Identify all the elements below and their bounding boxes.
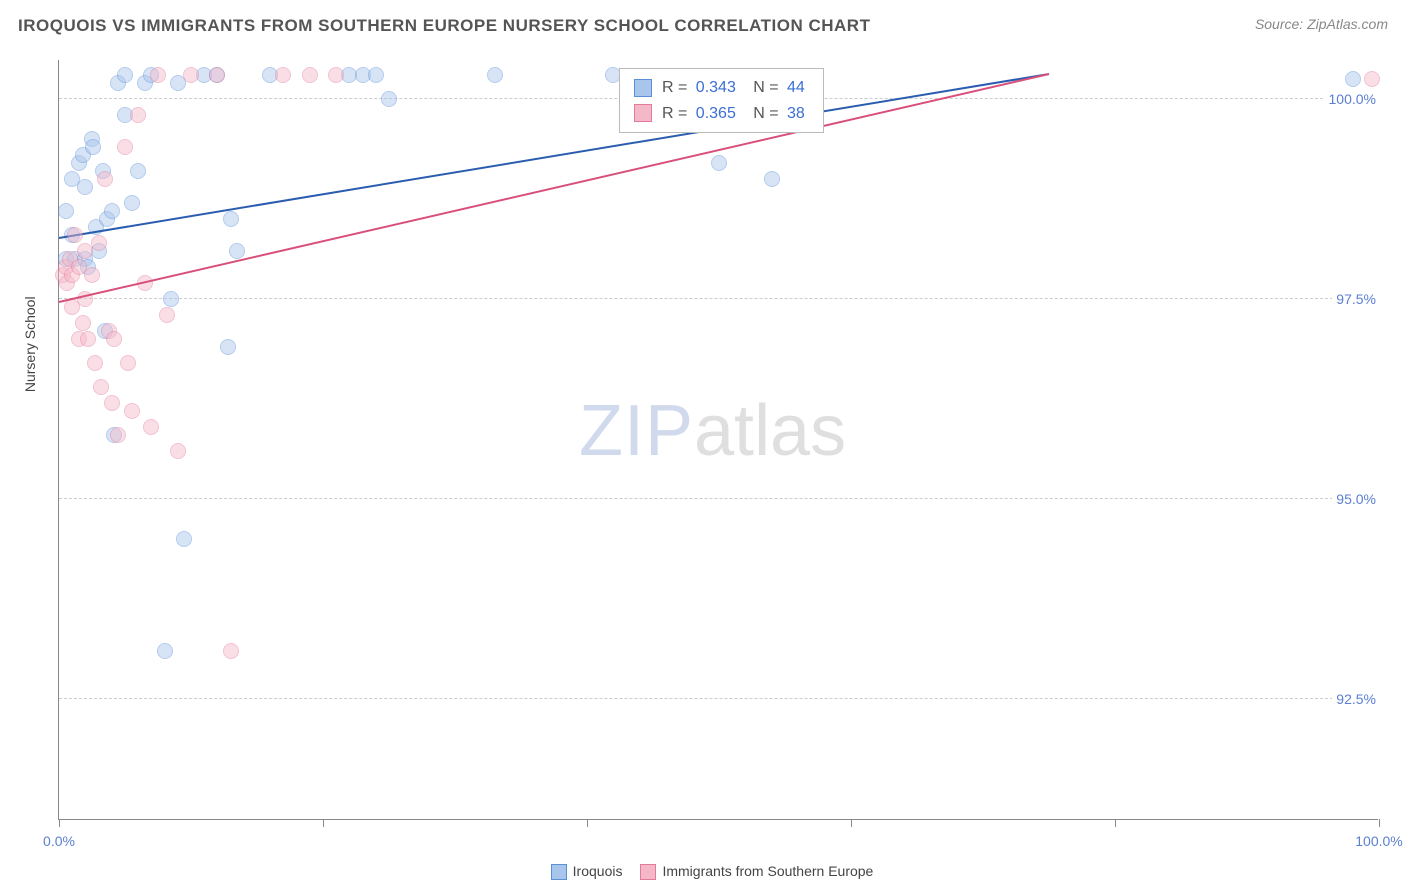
data-point [67, 227, 83, 243]
data-point [328, 67, 344, 83]
r-label: R = [662, 105, 687, 122]
data-point [176, 531, 192, 547]
source-label: Source: ZipAtlas.com [1255, 16, 1388, 32]
data-point [106, 331, 122, 347]
n-label: N = [753, 79, 778, 96]
data-point [77, 179, 93, 195]
correlation-row: R = 0.365 N = 38 [634, 101, 809, 127]
data-point [157, 643, 173, 659]
x-tick [587, 819, 588, 827]
data-point [104, 395, 120, 411]
gridline [59, 698, 1378, 699]
data-point [124, 403, 140, 419]
scatter-plot-area: ZIPatlas 92.5%95.0%97.5%100.0%0.0%100.0%… [58, 60, 1378, 820]
data-point [368, 67, 384, 83]
data-point [143, 419, 159, 435]
legend-swatch [551, 864, 567, 880]
r-value: 0.365 [696, 105, 736, 122]
y-tick-label: 95.0% [1332, 491, 1380, 507]
data-point [91, 235, 107, 251]
data-point [183, 67, 199, 83]
legend-label: Immigrants from Southern Europe [662, 863, 873, 879]
data-point [1364, 71, 1380, 87]
data-point [1345, 71, 1361, 87]
data-point [170, 443, 186, 459]
data-point [75, 315, 91, 331]
n-value: 38 [787, 105, 805, 122]
data-point [84, 267, 100, 283]
trend-line [59, 73, 1049, 303]
y-axis-label: Nursery School [22, 296, 38, 392]
legend-swatch [634, 79, 652, 97]
x-tick [59, 819, 60, 827]
data-point [97, 171, 113, 187]
r-value: 0.343 [696, 79, 736, 96]
data-point [487, 67, 503, 83]
data-point [229, 243, 245, 259]
x-tick [323, 819, 324, 827]
data-point [120, 355, 136, 371]
data-point [381, 91, 397, 107]
watermark-zip: ZIP [579, 391, 694, 471]
data-point [117, 67, 133, 83]
data-point [220, 339, 236, 355]
data-point [711, 155, 727, 171]
data-point [117, 139, 133, 155]
data-point [130, 163, 146, 179]
legend-label: Iroquois [573, 863, 623, 879]
data-point [85, 139, 101, 155]
data-point [163, 291, 179, 307]
x-tick [851, 819, 852, 827]
r-label: R = [662, 79, 687, 96]
y-tick-label: 97.5% [1332, 291, 1380, 307]
y-tick-label: 92.5% [1332, 691, 1380, 707]
correlation-row: R = 0.343 N = 44 [634, 75, 809, 101]
gridline [59, 498, 1378, 499]
watermark-atlas: atlas [694, 391, 846, 471]
data-point [130, 107, 146, 123]
data-point [80, 331, 96, 347]
data-point [104, 203, 120, 219]
n-value: 44 [787, 79, 805, 96]
x-tick [1379, 819, 1380, 827]
n-label: N = [753, 105, 778, 122]
data-point [223, 643, 239, 659]
data-point [302, 67, 318, 83]
data-point [58, 203, 74, 219]
x-tick-label: 0.0% [43, 833, 75, 849]
data-point [87, 355, 103, 371]
data-point [159, 307, 175, 323]
gridline [59, 298, 1378, 299]
data-point [223, 211, 239, 227]
watermark: ZIPatlas [579, 390, 846, 472]
x-tick [1115, 819, 1116, 827]
data-point [275, 67, 291, 83]
x-tick-label: 100.0% [1355, 833, 1402, 849]
chart-title: IROQUOIS VS IMMIGRANTS FROM SOUTHERN EUR… [18, 16, 870, 35]
correlation-box: R = 0.343 N = 44R = 0.365 N = 38 [619, 68, 824, 133]
data-point [93, 379, 109, 395]
legend: Iroquois Immigrants from Southern Europe [0, 863, 1406, 880]
data-point [150, 67, 166, 83]
data-point [764, 171, 780, 187]
legend-swatch [634, 104, 652, 122]
data-point [110, 427, 126, 443]
data-point [124, 195, 140, 211]
legend-swatch [640, 864, 656, 880]
y-tick-label: 100.0% [1325, 91, 1380, 107]
data-point [209, 67, 225, 83]
